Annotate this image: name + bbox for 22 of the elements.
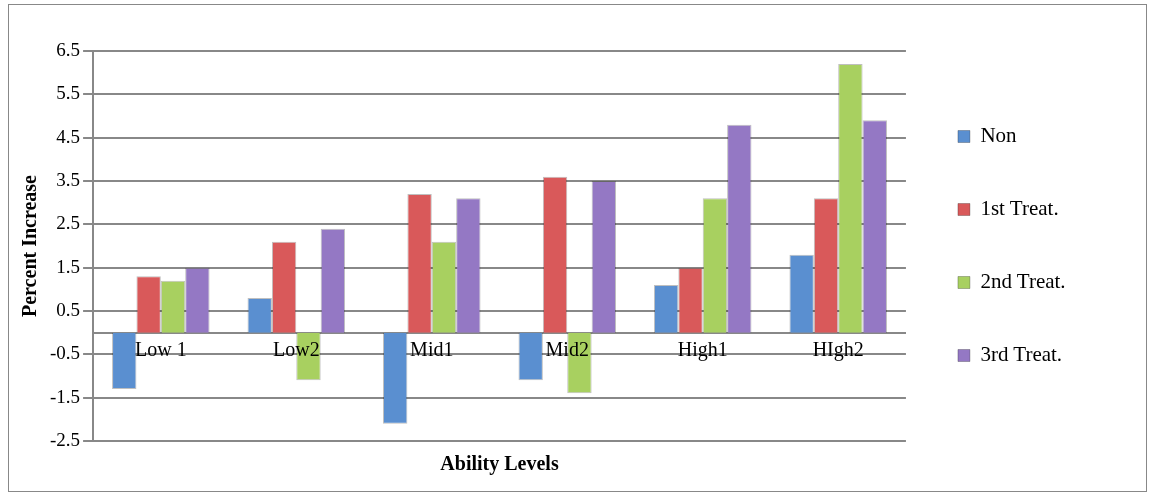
legend-label: Non (980, 123, 1018, 148)
y-axis-title: Percent Increase (18, 174, 41, 317)
y-tick-label: 4.5 (56, 125, 81, 147)
y-tick-label: -1.5 (50, 385, 81, 407)
x-tick-label: Mid2 (545, 337, 589, 360)
legend-label: 2nd Treat. (980, 269, 1066, 294)
y-tick-label: 1.5 (56, 255, 81, 277)
y-tick-label: -0.5 (50, 342, 81, 364)
legend-label: 1st Treat. (980, 196, 1059, 221)
y-tick-label: 6.5 (56, 38, 81, 60)
x-tick-label: Low 1 (134, 337, 187, 360)
x-tick-label: HIgh2 (812, 337, 864, 361)
x-tick-label: Low2 (272, 337, 320, 360)
x-tick-label: High1 (677, 337, 728, 361)
y-tick-label: 5.5 (56, 82, 81, 104)
y-tick-label: 0.5 (56, 298, 81, 320)
legend-label: 3rd Treat. (980, 342, 1063, 367)
x-tick-label: Mid1 (410, 337, 454, 360)
x-axis-title: Ability Levels (440, 452, 559, 476)
y-tick-label: 2.5 (56, 212, 81, 234)
y-tick-label: -2.5 (50, 428, 81, 450)
y-tick-label: 3.5 (56, 168, 81, 190)
